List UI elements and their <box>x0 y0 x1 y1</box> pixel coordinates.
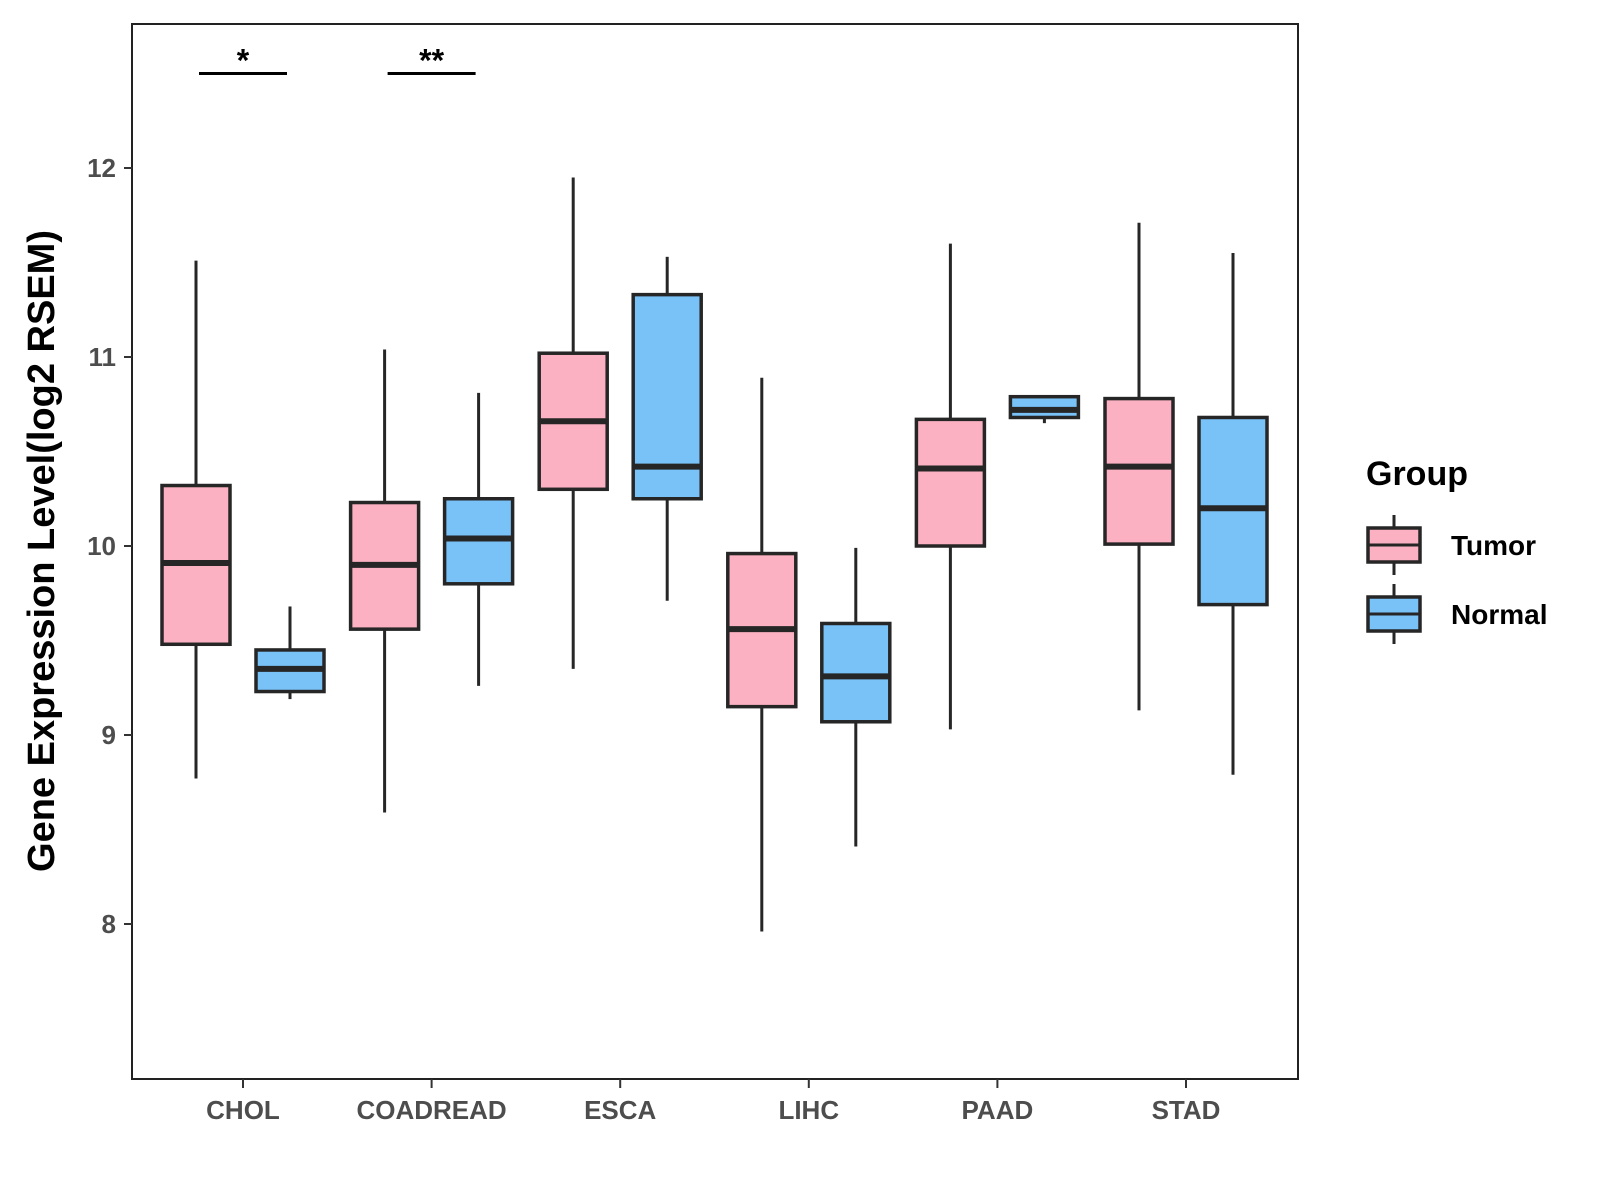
legend-label: Tumor <box>1451 530 1536 561</box>
box-iqr <box>820 621 892 724</box>
y-tick-label: 9 <box>102 720 116 750</box>
box-tumor-paad <box>914 243 987 730</box>
box-normal-coadread <box>442 392 515 686</box>
box-tumor-stad <box>1103 222 1175 711</box>
legend-label: Normal <box>1451 599 1547 630</box>
legend-title: Group <box>1366 455 1468 493</box>
x-tick-label: COADREAD <box>356 1095 506 1125</box>
y-axis: 8 9 10 11 12 <box>87 153 132 939</box>
y-tick-label: 11 <box>89 342 117 372</box>
box-normal-stad <box>1197 253 1269 775</box>
box-tumor-esca <box>537 177 609 669</box>
y-axis-label: Gene Expression Level(log2 RSEM) <box>21 230 63 872</box>
legend: Group Tumor Normal <box>1366 455 1547 644</box>
x-tick-label: CHOL <box>206 1095 280 1125</box>
x-tick-label: STAD <box>1152 1095 1221 1125</box>
box-tumor-lihc <box>726 377 798 932</box>
box-series <box>160 177 1269 932</box>
x-tick-label: ESCA <box>584 1095 656 1125</box>
box-tumor-coadread <box>348 349 421 813</box>
x-axis: CHOL COADREAD ESCA LIHC PAAD STAD <box>206 1079 1220 1125</box>
plot-panel-border <box>131 23 1299 1080</box>
box-normal-chol <box>254 606 326 700</box>
box-normal-esca <box>631 256 703 601</box>
box-tumor-chol <box>160 260 232 779</box>
box-normal-lihc <box>820 547 892 847</box>
box-iqr <box>914 417 987 548</box>
significance-label: ** <box>419 43 444 79</box>
significance-annotations: * ** <box>199 43 476 79</box>
box-normal-paad <box>1008 394 1081 424</box>
x-tick-label: PAAD <box>962 1095 1034 1125</box>
y-tick-label: 10 <box>87 531 116 561</box>
x-tick-label: LIHC <box>778 1095 839 1125</box>
legend-entry-normal: Normal <box>1366 584 1547 644</box>
y-tick-label: 8 <box>102 909 116 939</box>
significance-label: * <box>237 43 250 79</box>
legend-entry-tumor: Tumor <box>1366 515 1536 575</box>
box-iqr <box>1103 396 1175 546</box>
y-tick-label: 12 <box>87 153 116 183</box>
